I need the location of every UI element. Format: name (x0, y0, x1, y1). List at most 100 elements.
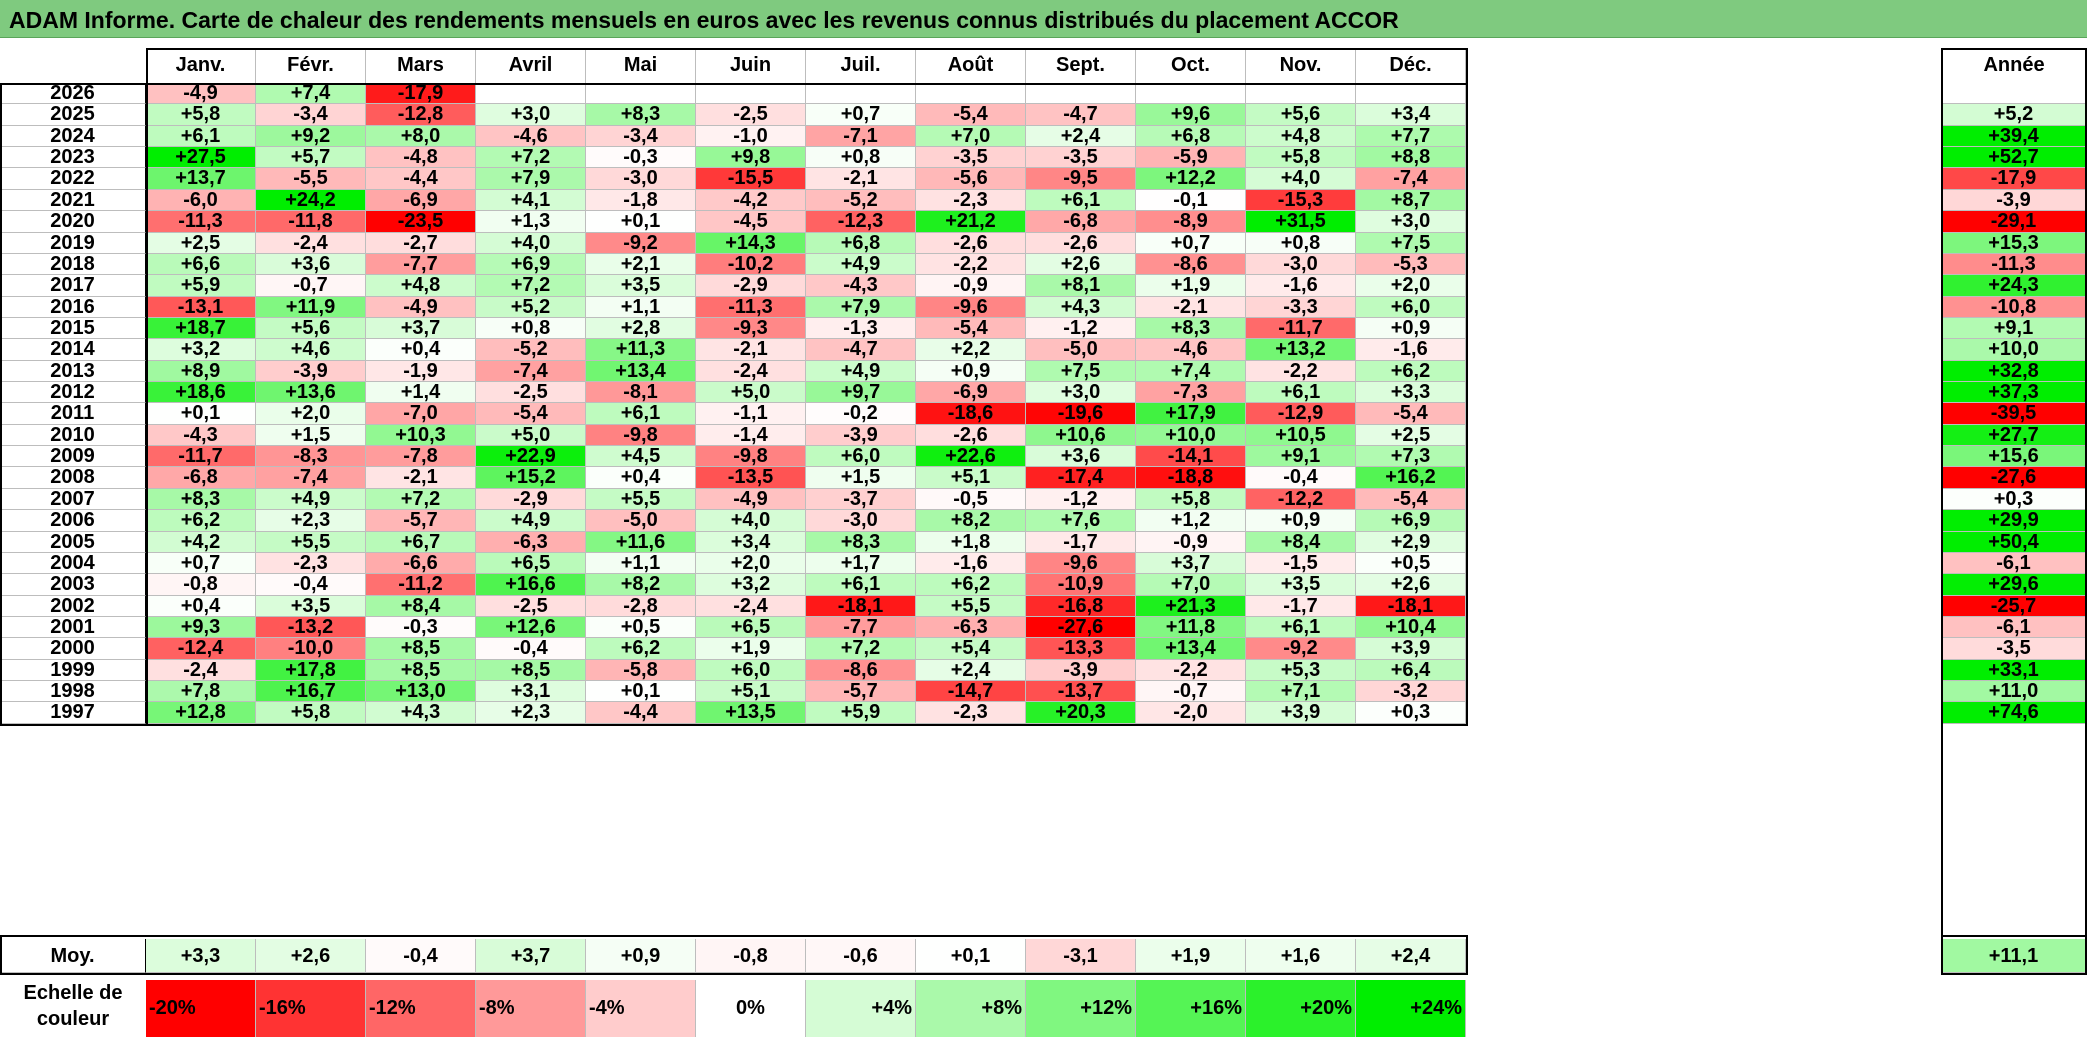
heatmap-cell: +4,9 (256, 488, 366, 511)
heatmap-cell: -7,4 (1356, 168, 1466, 190)
heatmap-cell: +16,7 (256, 681, 366, 703)
heatmap-cell: -4,7 (1026, 104, 1136, 126)
heatmap-cell: -2,4 (696, 360, 806, 383)
heatmap-cell: +4,0 (696, 510, 806, 532)
row-year-label: 2003 (0, 574, 146, 596)
heatmap-cell: -4,9 (366, 296, 476, 318)
heatmap-cell: -18,1 (1356, 595, 1466, 617)
heatmap-cell: -2,1 (696, 339, 806, 361)
heatmap-cell: +6,5 (696, 617, 806, 639)
heatmap-cell: -1,3 (806, 317, 916, 340)
heatmap-cell: -0,5 (916, 488, 1026, 511)
average-cell: -3,1 (1026, 939, 1136, 973)
heatmap-cell: +6,1 (586, 403, 696, 425)
heatmap-cell: +2,6 (1026, 253, 1136, 276)
heatmap-cell: +8,8 (1356, 147, 1466, 169)
heatmap-cell: +7,2 (476, 275, 586, 297)
heatmap-cell: +0,1 (146, 403, 256, 425)
heatmap-cell: +8,5 (366, 659, 476, 682)
heatmap-cell: -1,5 (1246, 552, 1356, 575)
heatmap-cell: +5,5 (586, 488, 696, 511)
heatmap-cell: -6,8 (1026, 211, 1136, 233)
heatmap-cell: +11,6 (586, 531, 696, 553)
heatmap-cell: +10,0 (1136, 424, 1246, 447)
heatmap-cell: -11,8 (256, 211, 366, 233)
heatmap-cell (806, 83, 916, 105)
heatmap-cell: +3,6 (1026, 446, 1136, 468)
heatmap-cell: +6,1 (806, 574, 916, 596)
heatmap-cell: +5,5 (916, 595, 1026, 617)
heatmap-cell: +1,8 (916, 531, 1026, 553)
average-row-label: Moy. (0, 939, 146, 973)
annual-cell: -25,7 (1941, 595, 2087, 617)
heatmap-cell: -4,7 (806, 339, 916, 361)
heatmap-cell: -5,4 (1356, 488, 1466, 511)
heatmap-cell: +24,2 (256, 189, 366, 212)
legend-swatch: +24% (1356, 980, 1466, 1037)
annual-cell: -6,1 (1941, 617, 2087, 639)
heatmap-cell: -2,5 (476, 595, 586, 617)
heatmap-cell: +2,5 (1356, 424, 1466, 447)
heatmap-cell: -2,3 (256, 552, 366, 575)
annual-cell: -11,3 (1941, 253, 2087, 276)
heatmap-cell: +5,6 (1246, 104, 1356, 126)
heatmap-cell: +0,8 (476, 317, 586, 340)
heatmap-cell: -8,3 (256, 446, 366, 468)
average-cell: -0,4 (366, 939, 476, 973)
heatmap-cell: +2,4 (916, 659, 1026, 682)
heatmap-cell: -12,2 (1246, 488, 1356, 511)
column-header: Avril (476, 48, 586, 83)
heatmap-cell: +5,8 (1246, 147, 1356, 169)
heatmap-cell: +4,2 (146, 531, 256, 553)
heatmap-cell: +3,3 (1356, 382, 1466, 404)
heatmap-cell: -2,6 (916, 424, 1026, 447)
heatmap-cell: +0,9 (1356, 317, 1466, 340)
column-header: Janv. (146, 48, 256, 83)
heatmap-cell: +7,2 (476, 147, 586, 169)
heatmap-cell: +8,5 (476, 659, 586, 682)
annual-cell: +29,9 (1941, 510, 2087, 532)
heatmap-cell: +5,0 (476, 424, 586, 447)
heatmap-cell: +1,9 (1136, 275, 1246, 297)
heatmap-cell: +3,0 (1356, 211, 1466, 233)
heatmap-cell: -2,6 (1026, 232, 1136, 254)
heatmap-cell: +10,6 (1026, 424, 1136, 447)
heatmap-cell: +12,6 (476, 617, 586, 639)
column-header: Juil. (806, 48, 916, 83)
average-cell: +2,6 (256, 939, 366, 973)
heatmap-cell: -2,2 (1246, 360, 1356, 383)
heatmap-cell: -4,4 (586, 702, 696, 724)
row-year-label: 2011 (0, 403, 146, 425)
heatmap-cell: +4,9 (806, 253, 916, 276)
heatmap-cell: +9,7 (806, 382, 916, 404)
heatmap-cell: +7,4 (256, 83, 366, 105)
heatmap-cell: -0,2 (806, 403, 916, 425)
heatmap-cell: +8,3 (146, 488, 256, 511)
heatmap-cell: -6,6 (366, 552, 476, 575)
heatmap-cell: -11,7 (1246, 317, 1356, 340)
row-year-label: 2016 (0, 296, 146, 318)
heatmap-cell: -0,7 (256, 275, 366, 297)
heatmap-cell: -8,9 (1136, 211, 1246, 233)
heatmap-cell: -12,3 (806, 211, 916, 233)
heatmap-cell: -0,1 (1136, 189, 1246, 212)
heatmap-cell: -7,4 (476, 360, 586, 383)
row-year-label: 2000 (0, 638, 146, 660)
row-year-label: 2006 (0, 510, 146, 532)
row-year-label: 1998 (0, 681, 146, 703)
heatmap-cell (476, 83, 586, 105)
annual-cell: +9,1 (1941, 317, 2087, 340)
heatmap-cell: -7,3 (1136, 382, 1246, 404)
column-header: Oct. (1136, 48, 1246, 83)
heatmap-cell: +6,0 (696, 659, 806, 682)
heatmap-cell: +13,2 (1246, 339, 1356, 361)
heatmap-cell: -3,0 (806, 510, 916, 532)
heatmap-cell: -1,2 (1026, 488, 1136, 511)
annual-cell: +29,6 (1941, 574, 2087, 596)
heatmap-cell: +9,2 (256, 125, 366, 148)
annual-cell: +33,1 (1941, 659, 2087, 682)
heatmap-cell: +22,9 (476, 446, 586, 468)
heatmap-cell: +13,6 (256, 382, 366, 404)
heatmap-cell: +2,4 (1026, 125, 1136, 148)
heatmap-cell: -1,7 (1026, 531, 1136, 553)
